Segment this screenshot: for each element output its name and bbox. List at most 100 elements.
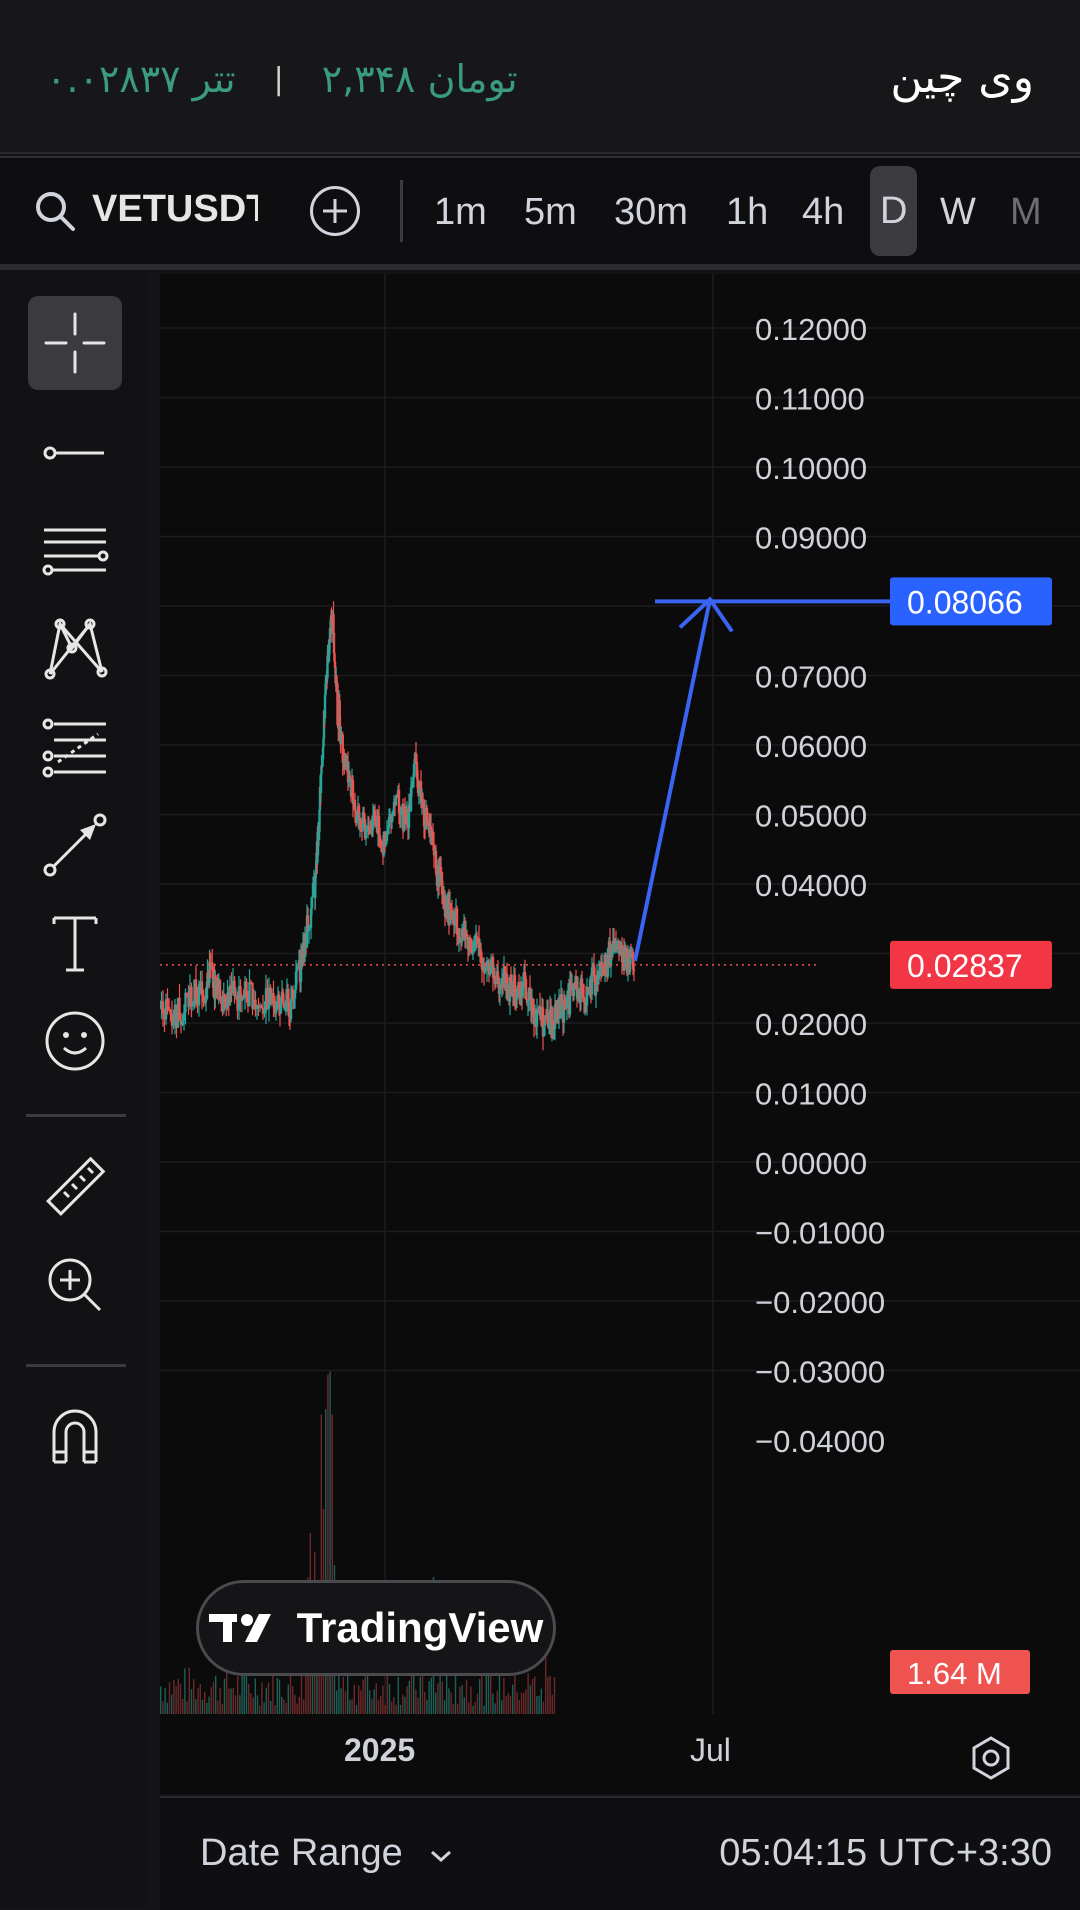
add-symbol-button[interactable] (310, 186, 360, 236)
timeframe-5m[interactable]: 5m (524, 191, 577, 233)
volume-bar (221, 1704, 223, 1714)
candle-body (237, 986, 241, 1011)
volume-bar (474, 1702, 476, 1714)
price-chart[interactable]: 0.12000 0.11000 0.10000 0.09000 0.07000 0.060… (160, 274, 1080, 1794)
y-axis-label: 0.00000 (755, 1146, 867, 1181)
candle-body (228, 985, 232, 1005)
candle-body (513, 975, 517, 997)
watermark-text: TradingView (296, 1604, 544, 1651)
candle-body (164, 999, 168, 1020)
candle-body (258, 1006, 262, 1008)
timeframe-1h[interactable]: 1h (726, 191, 769, 233)
candle-body (422, 799, 426, 827)
zoom-in-tool[interactable] (28, 1238, 122, 1332)
volume-bar (498, 1668, 501, 1714)
candle-body (243, 981, 247, 999)
candle-body (371, 816, 375, 830)
y-axis-label: 0.12000 (755, 312, 867, 347)
candle-body (173, 1004, 177, 1023)
zoom-in-icon (48, 1258, 102, 1312)
date-range-button[interactable]: Date Range (200, 1832, 403, 1874)
target-price-label: 0.08066 (907, 584, 1023, 620)
candle-body (254, 999, 257, 1010)
candle-body (234, 995, 238, 997)
candle-body (184, 992, 187, 1013)
chart-pane[interactable]: 0.12000 0.11000 0.10000 0.09000 0.07000 0.060… (160, 274, 1080, 1794)
candle-body (385, 832, 389, 842)
candle-body (574, 981, 578, 989)
candle-body (488, 972, 492, 975)
timeframe-4h[interactable]: 4h (802, 191, 845, 233)
candle-body (323, 695, 327, 719)
candle-body (377, 816, 381, 836)
candle-body (458, 937, 462, 941)
time-axis[interactable]: 2025 Jul (160, 1716, 1080, 1794)
fib-tool[interactable] (28, 700, 122, 794)
volume-bar (410, 1668, 413, 1714)
chart-settings-icon[interactable] (968, 1735, 1014, 1781)
candle-body (522, 972, 526, 988)
candle-body (527, 987, 531, 1001)
magnet-tool[interactable] (28, 1388, 122, 1482)
trend-line-tool[interactable] (28, 406, 122, 500)
crosshair-icon (44, 312, 106, 374)
symbol-search-input[interactable]: VETUSDT (92, 188, 258, 230)
candle-body (485, 966, 489, 969)
chevron-down-icon[interactable] (428, 1846, 454, 1866)
text-tool[interactable] (28, 896, 122, 990)
candle-body (197, 984, 201, 1006)
timeframe-m[interactable]: M (1010, 191, 1042, 233)
candle-body (240, 996, 244, 1001)
crosshair-tool[interactable] (28, 296, 122, 390)
candle-body (218, 980, 222, 1000)
timezone-clock[interactable]: 05:04:15 UTC+3:30 (719, 1832, 1052, 1874)
candle-body (434, 850, 438, 874)
candle-body (182, 1012, 186, 1021)
candle-body (465, 934, 469, 938)
volume-bar (230, 1688, 232, 1714)
volume-bar (274, 1705, 276, 1714)
candle-body (378, 835, 382, 840)
y-axis-label: 0.10000 (755, 451, 867, 486)
volume-label: 1.64 M (907, 1656, 1002, 1691)
volume-bar (520, 1692, 523, 1714)
candle-body (581, 992, 585, 997)
tradingview-watermark: TradingView (196, 1580, 556, 1676)
candle-body (170, 1014, 174, 1026)
candle-body (531, 1002, 535, 1012)
candle-body (472, 943, 476, 952)
volume-bar (487, 1675, 490, 1714)
candle-body (316, 855, 319, 863)
search-icon[interactable] (34, 190, 76, 232)
y-axis-label: −0.04000 (755, 1424, 885, 1459)
candle-body (283, 1007, 287, 1010)
volume-bar (162, 1701, 164, 1714)
parallel-lines-icon (42, 528, 109, 576)
candle-body (452, 919, 456, 925)
timeframe-1m[interactable]: 1m (434, 191, 487, 233)
candle-body (494, 980, 498, 985)
pattern-tool[interactable] (28, 602, 122, 696)
candle-body (576, 990, 580, 1000)
ruler-tool[interactable] (28, 1140, 122, 1234)
candle-body (515, 991, 519, 1001)
volume-bar (263, 1702, 265, 1714)
timeframe-d[interactable]: D (870, 166, 918, 256)
volume-bar (327, 1374, 329, 1714)
volume-bar (534, 1676, 536, 1714)
volume-bar (384, 1704, 386, 1714)
volume-bar (393, 1697, 395, 1714)
emoji-tool[interactable] (28, 994, 122, 1088)
timeframe-w[interactable]: W (940, 191, 976, 233)
volume-bar (397, 1676, 399, 1714)
candle-body (245, 981, 248, 997)
volume-bar (503, 1677, 505, 1714)
candle-body (457, 937, 461, 943)
parallel-lines-tool[interactable] (28, 504, 122, 598)
volume-bar (382, 1685, 384, 1714)
candle-body (338, 700, 341, 727)
arrow-tool[interactable] (28, 798, 122, 892)
candle-body (562, 1000, 566, 1023)
candle-body (292, 998, 296, 1001)
timeframe-30m[interactable]: 30m (614, 191, 688, 233)
